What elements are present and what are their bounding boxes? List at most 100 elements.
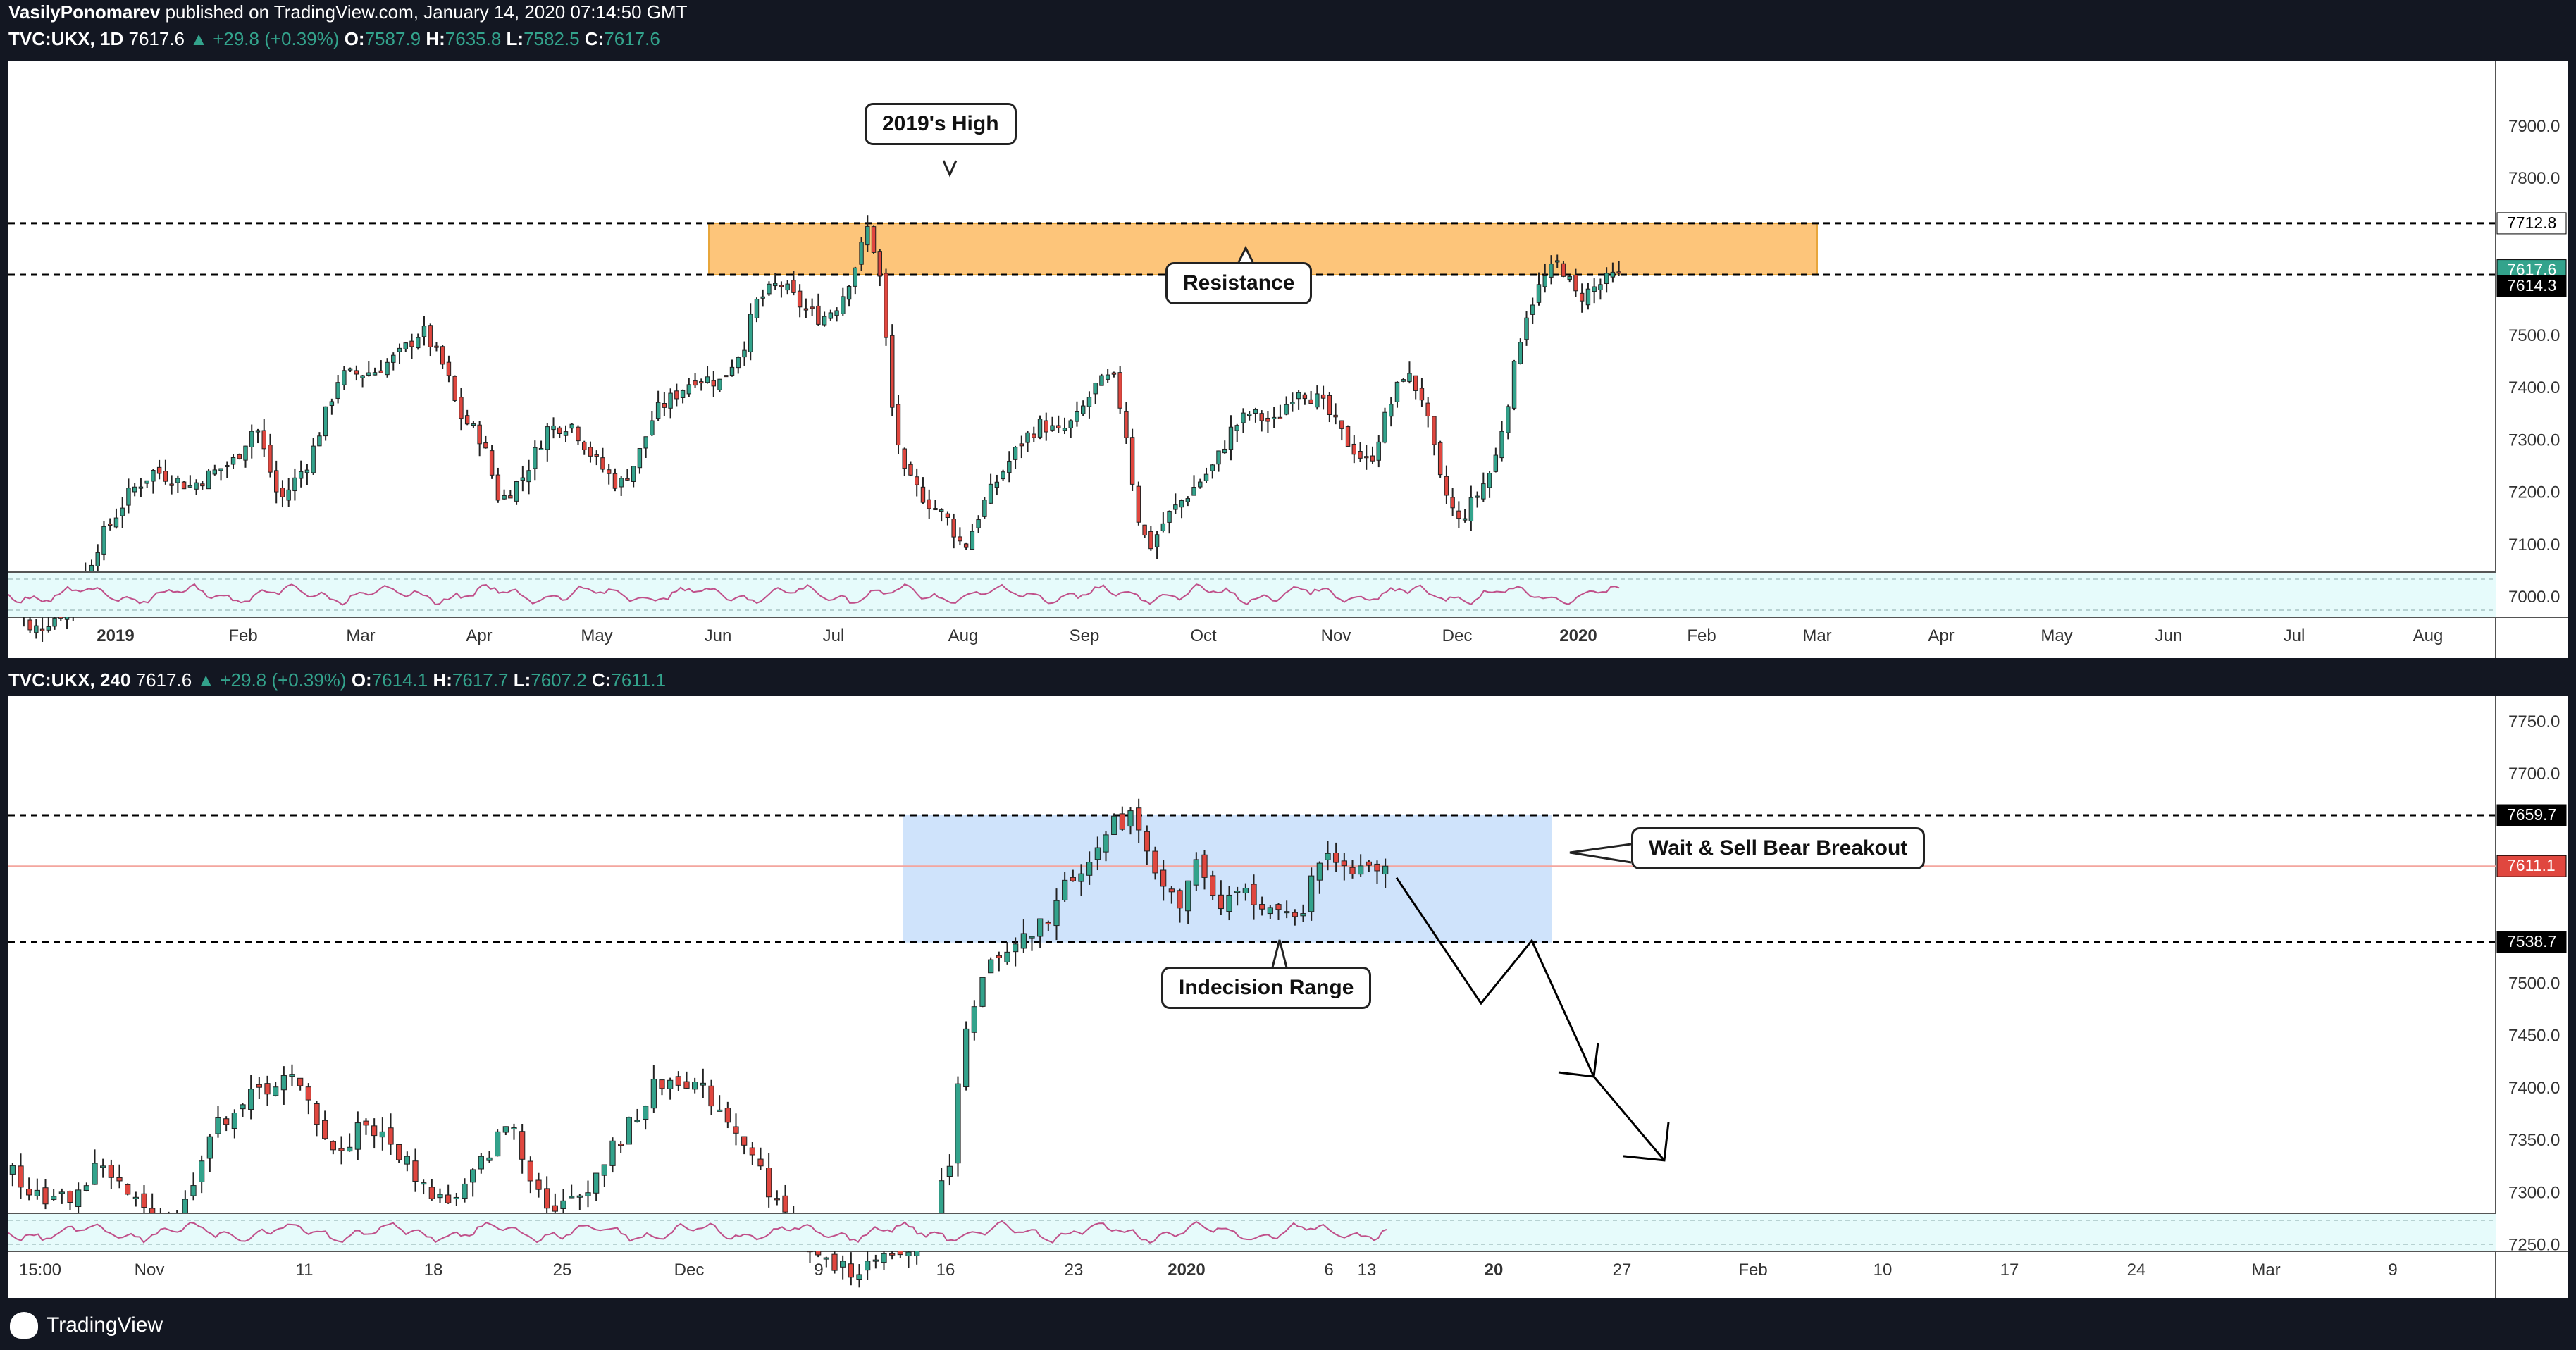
candle (181, 481, 187, 490)
candle (452, 376, 457, 401)
candle (600, 457, 605, 470)
candle (946, 1165, 953, 1177)
candle (322, 1120, 328, 1139)
candle (39, 628, 45, 631)
candle (297, 1077, 304, 1086)
candle (1450, 497, 1455, 509)
candle (1524, 317, 1529, 340)
candle (1308, 399, 1313, 404)
candle (831, 1253, 838, 1271)
candle (385, 361, 390, 376)
time-tick-label: 20 (1485, 1261, 1504, 1280)
time-tick-label: 15:00 (19, 1261, 61, 1280)
candle (754, 299, 760, 318)
resistance-annotation[interactable]: Resistance (1165, 262, 1313, 304)
candle (618, 1144, 624, 1146)
candle (915, 476, 919, 485)
candle (1129, 437, 1135, 485)
time-tick-label: 24 (2127, 1261, 2146, 1280)
resistance-callout-pointer (1237, 245, 1254, 263)
rsi-line (8, 583, 1620, 606)
candle (1053, 900, 1060, 927)
candle (206, 470, 211, 490)
time-tick-label: 23 (1065, 1261, 1084, 1280)
candle (199, 1160, 205, 1182)
candle (286, 489, 291, 501)
candle (273, 1086, 279, 1096)
top-chart-pane[interactable]: 7900.0 7800.0 7500.0 7400.0 7300.0 7200.0 7100… (8, 61, 2568, 658)
projection-path (1395, 877, 1666, 1161)
candle (366, 372, 371, 376)
candle (248, 1089, 254, 1110)
time-tick-label: Aug (948, 626, 979, 645)
range-annotation[interactable]: Indecision Range (1161, 967, 1372, 1009)
brand-name[interactable]: TradingView (47, 1313, 163, 1337)
candle (569, 1196, 575, 1199)
candle (1462, 518, 1468, 521)
price-tick-label: 7300.0 (2508, 431, 2560, 450)
candle (551, 425, 556, 431)
candle (717, 378, 722, 390)
candle (797, 290, 803, 308)
price-badge (2496, 212, 2567, 235)
candle (772, 283, 778, 287)
candle (1327, 395, 1332, 415)
l-label: L: (506, 28, 524, 49)
candle (363, 1120, 369, 1126)
candle (379, 1131, 385, 1138)
bottom-chart-canvas[interactable]: 7750.0 7700.0 7500.0 7450.0 7400.0 7350.0 7300… (8, 696, 2568, 1298)
top-chart-canvas[interactable]: 7900.0 7800.0 7500.0 7400.0 7300.0 7200.0 7100… (8, 61, 2568, 658)
candle (668, 392, 673, 409)
top-symbol[interactable]: TVC:UKX, 1D (8, 28, 124, 49)
candle (982, 500, 987, 517)
candle (939, 509, 944, 512)
time-tick-label: 2020 (1559, 626, 1597, 645)
candle (163, 471, 168, 482)
candle (231, 1112, 237, 1129)
price-tick-label: 7500.0 (2508, 974, 2560, 993)
candle (749, 1147, 755, 1156)
candle (9, 1165, 16, 1175)
range-callout-pointer (1271, 939, 1288, 968)
candle (311, 445, 316, 473)
candle (774, 1198, 780, 1201)
candle (865, 225, 870, 246)
candle (1511, 361, 1517, 409)
time-tick-label: 16 (936, 1261, 955, 1280)
candle (428, 1187, 435, 1199)
high-annotation[interactable]: 2019's High (865, 103, 1017, 145)
candle (958, 536, 962, 542)
projection-arrowhead (1623, 1122, 1670, 1162)
time-tick-label: Dec (674, 1261, 705, 1280)
tradingview-logo-icon[interactable] (10, 1312, 38, 1339)
price-tick-label: 7750.0 (2508, 712, 2560, 731)
candle (1530, 304, 1535, 315)
candle (872, 1259, 879, 1262)
candle (1179, 500, 1184, 508)
candle (1561, 263, 1566, 277)
candle (397, 347, 402, 352)
candle (329, 401, 335, 407)
candle (437, 1194, 443, 1199)
bottom-low: 7607.2 (531, 669, 587, 691)
candle (459, 397, 464, 419)
candle (1117, 372, 1122, 409)
candle (1292, 912, 1298, 917)
bottom-chart-pane[interactable]: 7750.0 7700.0 7500.0 7450.0 7400.0 7350.0 7300… (8, 696, 2568, 1298)
price-badge-label: 7611.1 (2507, 856, 2556, 874)
candle (34, 1189, 40, 1196)
candle (1333, 414, 1338, 418)
candle (1103, 834, 1109, 853)
candle (1333, 852, 1339, 863)
candle (994, 481, 1000, 488)
candle (741, 1136, 748, 1146)
candle (736, 357, 741, 369)
candle (1029, 936, 1035, 939)
candle (26, 1188, 32, 1196)
candle (508, 495, 513, 499)
o-label: O: (344, 28, 365, 49)
breakout-annotation[interactable]: Wait & Sell Bear Breakout (1631, 827, 1926, 869)
bottom-symbol[interactable]: TVC:UKX, 240 (8, 669, 131, 691)
author-name[interactable]: VasilyPonomarev (8, 1, 161, 23)
candle (1275, 904, 1282, 910)
